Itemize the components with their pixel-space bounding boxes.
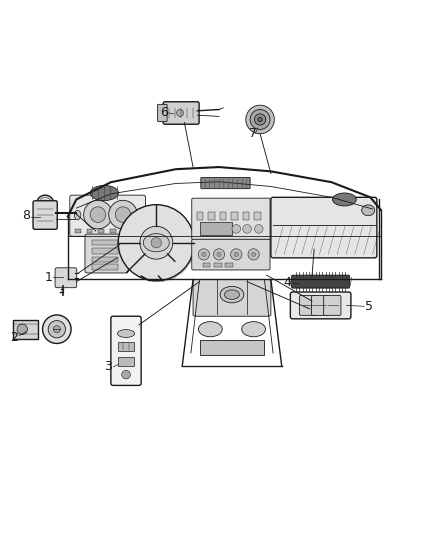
Text: 5: 5 [365, 300, 374, 313]
Circle shape [254, 114, 266, 125]
FancyBboxPatch shape [292, 275, 350, 288]
Circle shape [234, 252, 238, 256]
Bar [118, 357, 134, 366]
Circle shape [48, 320, 66, 338]
Circle shape [177, 109, 184, 116]
Bar [122, 229, 127, 233]
Bar [118, 342, 134, 351]
Ellipse shape [220, 286, 244, 303]
Circle shape [122, 370, 131, 379]
Bar [134, 229, 139, 233]
Circle shape [53, 326, 60, 333]
Bar [92, 264, 118, 270]
Bar [202, 263, 210, 268]
Circle shape [202, 252, 206, 256]
Ellipse shape [198, 321, 222, 337]
Ellipse shape [143, 233, 169, 252]
Circle shape [250, 109, 270, 130]
Circle shape [109, 200, 137, 229]
Bar [200, 340, 265, 355]
Circle shape [243, 224, 251, 233]
FancyBboxPatch shape [192, 239, 270, 270]
Bar [197, 212, 203, 220]
FancyBboxPatch shape [55, 268, 77, 288]
Circle shape [251, 252, 256, 256]
FancyBboxPatch shape [163, 102, 199, 124]
Ellipse shape [362, 205, 374, 216]
Bar [225, 263, 233, 268]
Text: 4: 4 [283, 277, 291, 289]
Text: 1: 1 [44, 271, 52, 284]
FancyBboxPatch shape [271, 197, 377, 258]
Circle shape [198, 249, 209, 260]
Bar [13, 320, 38, 338]
Bar [110, 229, 116, 233]
Text: 2: 2 [10, 332, 18, 344]
FancyBboxPatch shape [311, 295, 329, 316]
Bar [87, 229, 92, 233]
Text: 8: 8 [23, 209, 31, 222]
Circle shape [213, 249, 225, 260]
Circle shape [248, 249, 259, 260]
FancyBboxPatch shape [158, 104, 167, 122]
FancyBboxPatch shape [70, 195, 145, 236]
Circle shape [42, 315, 71, 343]
Bar [254, 212, 261, 220]
Circle shape [118, 205, 194, 281]
FancyBboxPatch shape [85, 234, 128, 273]
FancyBboxPatch shape [193, 279, 271, 316]
Bar [99, 229, 104, 233]
FancyBboxPatch shape [33, 201, 57, 229]
Bar [92, 240, 118, 245]
Bar [200, 222, 232, 236]
Circle shape [120, 206, 196, 282]
Bar [214, 263, 222, 268]
Circle shape [246, 105, 274, 134]
Circle shape [36, 195, 54, 213]
Ellipse shape [74, 211, 81, 220]
Bar [243, 212, 250, 220]
FancyBboxPatch shape [201, 177, 250, 189]
Circle shape [217, 252, 221, 256]
Circle shape [140, 227, 173, 259]
FancyBboxPatch shape [290, 292, 351, 319]
Circle shape [17, 324, 28, 334]
Bar [231, 212, 238, 220]
Circle shape [151, 238, 162, 248]
FancyBboxPatch shape [300, 295, 317, 316]
Ellipse shape [90, 185, 118, 200]
Circle shape [258, 117, 262, 122]
Circle shape [42, 200, 49, 207]
FancyBboxPatch shape [111, 316, 141, 385]
Circle shape [254, 224, 263, 233]
Bar [92, 257, 118, 262]
FancyBboxPatch shape [192, 198, 270, 240]
Text: 3: 3 [104, 360, 112, 373]
Bar [75, 229, 81, 233]
Circle shape [115, 207, 131, 222]
Ellipse shape [332, 193, 356, 206]
Circle shape [232, 224, 240, 233]
FancyBboxPatch shape [324, 295, 341, 316]
Circle shape [84, 200, 112, 229]
Bar [208, 212, 215, 220]
Text: 7: 7 [249, 127, 257, 140]
Circle shape [90, 207, 106, 222]
Ellipse shape [224, 290, 240, 300]
Circle shape [231, 249, 242, 260]
Text: 6: 6 [160, 107, 168, 119]
Bar [219, 212, 226, 220]
Bar [92, 248, 118, 254]
Ellipse shape [117, 329, 134, 337]
Ellipse shape [242, 321, 265, 337]
